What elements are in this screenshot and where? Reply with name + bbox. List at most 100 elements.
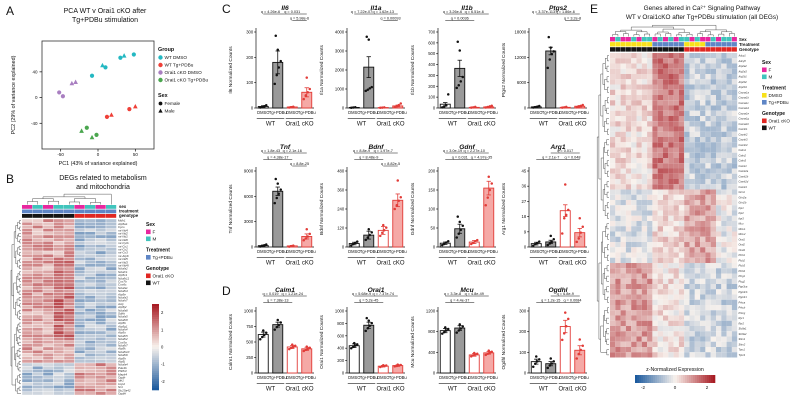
data-point [546, 366, 549, 370]
svg-text:Cycs: Cycs [118, 225, 125, 229]
svg-text:DMSO: DMSO [286, 249, 298, 254]
data-point [277, 192, 280, 196]
svg-text:DMSO: DMSO [468, 249, 480, 254]
annotation-cell [694, 47, 700, 52]
bar [301, 348, 313, 374]
annotation-cell [64, 205, 75, 209]
svg-text:0: 0 [251, 245, 254, 250]
data-point [366, 326, 369, 330]
svg-text:Mdh1: Mdh1 [118, 219, 126, 223]
data-point [486, 196, 489, 199]
svg-text:40: 40 [32, 70, 38, 75]
bar-plot-ogdhl: Ogdhl 0 100 200 300 Ogdhl Normalized Counts q … [501, 287, 589, 393]
svg-text:DMSO: DMSO [468, 110, 480, 115]
data-point [259, 337, 262, 341]
data-point [259, 106, 262, 109]
data-point [379, 365, 382, 369]
svg-text:0: 0 [342, 106, 345, 111]
svg-text:Il1b: Il1b [461, 5, 472, 12]
data-point [445, 241, 448, 244]
svg-text:-50: -50 [57, 152, 64, 157]
annotation-cell [689, 42, 695, 47]
data-point [277, 323, 280, 327]
data-point [549, 234, 552, 238]
data-point [534, 362, 537, 365]
annotation-cell [705, 42, 711, 47]
data-point [563, 217, 566, 220]
data-point [456, 40, 459, 44]
annotation-cell [610, 42, 615, 47]
data-point [354, 344, 357, 347]
data-point [548, 242, 551, 245]
data-point [395, 105, 398, 108]
annotation-cell [673, 37, 679, 42]
pca-point [104, 114, 110, 120]
pca-point [89, 73, 95, 79]
annotation-cell [74, 209, 85, 214]
svg-text:Cacnb2: Cacnb2 [739, 133, 748, 137]
svg-text:Orai1 cKO: Orai1 cKO [376, 122, 404, 128]
pca-svg: -50 0 50 -40 0 40 PC1 (43% of variance explain… [11, 40, 208, 167]
svg-text:Tg+PDBu: Tg+PDBu [542, 375, 560, 380]
pca-point [118, 55, 123, 61]
data-point [472, 354, 475, 357]
annotation-cell [615, 42, 621, 47]
svg-text:Plcb3: Plcb3 [739, 264, 746, 268]
svg-text:q = 7.37e-74: q = 7.37e-74 [373, 292, 394, 296]
annotation-cell [721, 42, 727, 47]
annotation-cell [106, 205, 117, 209]
data-point [350, 244, 353, 247]
pca-scatter-plot: -50 0 50 -40 0 40 PC1 (43% of variance explain… [6, 25, 218, 171]
svg-text:Ogdh: Ogdh [118, 376, 126, 380]
annotation-cell [710, 47, 716, 52]
svg-text:mt-Nd4l: mt-Nd4l [118, 264, 129, 268]
data-point [472, 106, 475, 109]
svg-text:DMSO: DMSO [286, 110, 298, 115]
svg-text:q = 4.8e-49: q = 4.8e-49 [465, 292, 484, 296]
data-point [262, 329, 265, 332]
data-point [356, 343, 359, 346]
svg-text:500: 500 [246, 340, 254, 345]
data-point [538, 104, 541, 108]
data-point [385, 226, 388, 229]
svg-text:Tg+PDBu: Tg+PDBu [571, 110, 589, 115]
data-point [385, 364, 388, 367]
data-point [308, 87, 311, 91]
svg-text:q = 5.2e-45: q = 5.2e-45 [359, 298, 378, 302]
annotation-cell [721, 37, 727, 42]
svg-text:Tg+PDBu: Tg+PDBu [360, 110, 378, 115]
svg-text:Camk2d: Camk2d [739, 180, 749, 184]
svg-text:DMSO: DMSO [257, 110, 269, 115]
svg-text:q = 8.82e-5: q = 8.82e-5 [381, 162, 400, 166]
svg-text:18: 18 [522, 214, 527, 219]
bar-plot-mcu: Mcu 0 400 800 1200 Mcu Normalized Counts q = 3… [410, 287, 498, 393]
bar [392, 199, 404, 248]
data-point [565, 105, 568, 109]
svg-text:Stim2: Stim2 [739, 343, 746, 347]
svg-text:Nnt: Nnt [118, 385, 123, 389]
annotation-cell [689, 37, 695, 42]
data-point [263, 104, 266, 108]
annotation-cell [668, 37, 674, 42]
data-point [458, 220, 461, 224]
svg-text:q = 0.048: q = 0.048 [565, 155, 581, 159]
bar-plot-orai1: Orai1 0 200 400 600 800 1000 Orai1 Normalized C… [319, 287, 407, 393]
svg-text:Orai3: Orai3 [739, 248, 746, 252]
annotation-cell [85, 205, 96, 209]
svg-text:18000: 18000 [515, 30, 527, 35]
panel-c-label: C [222, 2, 231, 16]
bar-plot-arg1: Arg1 0 9 18 27 36 45 Arg1 Normalized Counts q = … [501, 144, 589, 267]
data-point [265, 331, 268, 334]
annotation-cell [631, 47, 637, 52]
svg-text:0: 0 [97, 152, 100, 157]
svg-text:Ndufb4: Ndufb4 [118, 289, 128, 293]
data-point [575, 240, 578, 244]
svg-text:Slc8a1: Slc8a1 [739, 327, 747, 331]
svg-text:Atp2a3: Atp2a3 [738, 70, 748, 74]
svg-text:Tnf: Tnf [280, 144, 291, 151]
data-point [306, 91, 309, 94]
svg-text:Sdhb: Sdhb [118, 312, 125, 316]
svg-text:0: 0 [35, 95, 38, 100]
data-point [399, 196, 402, 199]
data-point [536, 360, 539, 363]
